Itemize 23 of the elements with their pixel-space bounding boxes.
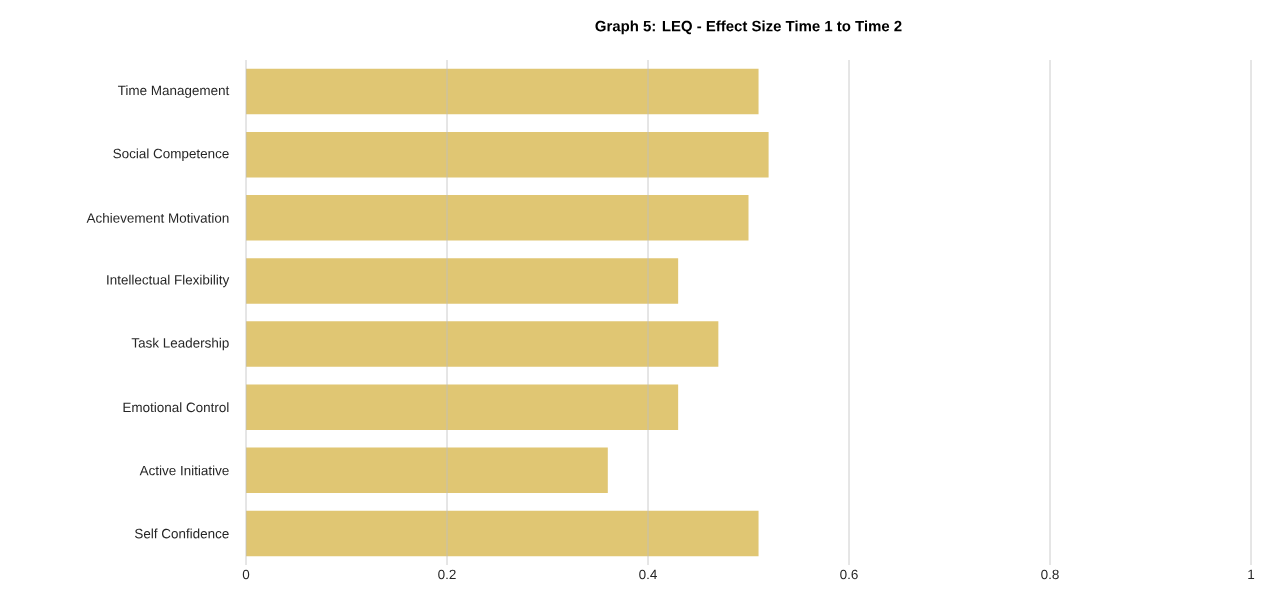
x-tick-label: 0.2 bbox=[438, 569, 456, 580]
y-tick-label: Task Leadership bbox=[131, 337, 229, 351]
bar bbox=[246, 321, 719, 367]
x-tick-label: 0.8 bbox=[1041, 569, 1059, 580]
bar bbox=[246, 258, 679, 304]
y-tick-label: Time Management bbox=[117, 85, 230, 98]
bar bbox=[246, 68, 759, 115]
bar bbox=[246, 510, 759, 557]
bar bbox=[246, 131, 769, 178]
x-tick-label: 0 bbox=[242, 569, 250, 580]
x-tick-label: 0.6 bbox=[840, 569, 858, 580]
y-tick-label: Social Competence bbox=[113, 148, 229, 161]
bar bbox=[246, 384, 679, 430]
chart-title: Graph 5: LEQ - Effect Size Time 1 to Time 2 bbox=[595, 20, 902, 35]
y-tick-label: Intellectual Flexibility bbox=[107, 274, 230, 288]
bar bbox=[246, 195, 749, 241]
y-tick-label: Emotional Control bbox=[123, 402, 229, 413]
x-tick-label: 0.4 bbox=[639, 569, 657, 580]
x-tick-label: 1 bbox=[1248, 569, 1255, 579]
bar bbox=[246, 447, 608, 494]
y-tick-label: Active Initiative bbox=[139, 465, 229, 476]
y-tick-label: Achievement Motivation bbox=[86, 212, 229, 223]
y-tick-label: Self Confidence bbox=[134, 528, 229, 539]
